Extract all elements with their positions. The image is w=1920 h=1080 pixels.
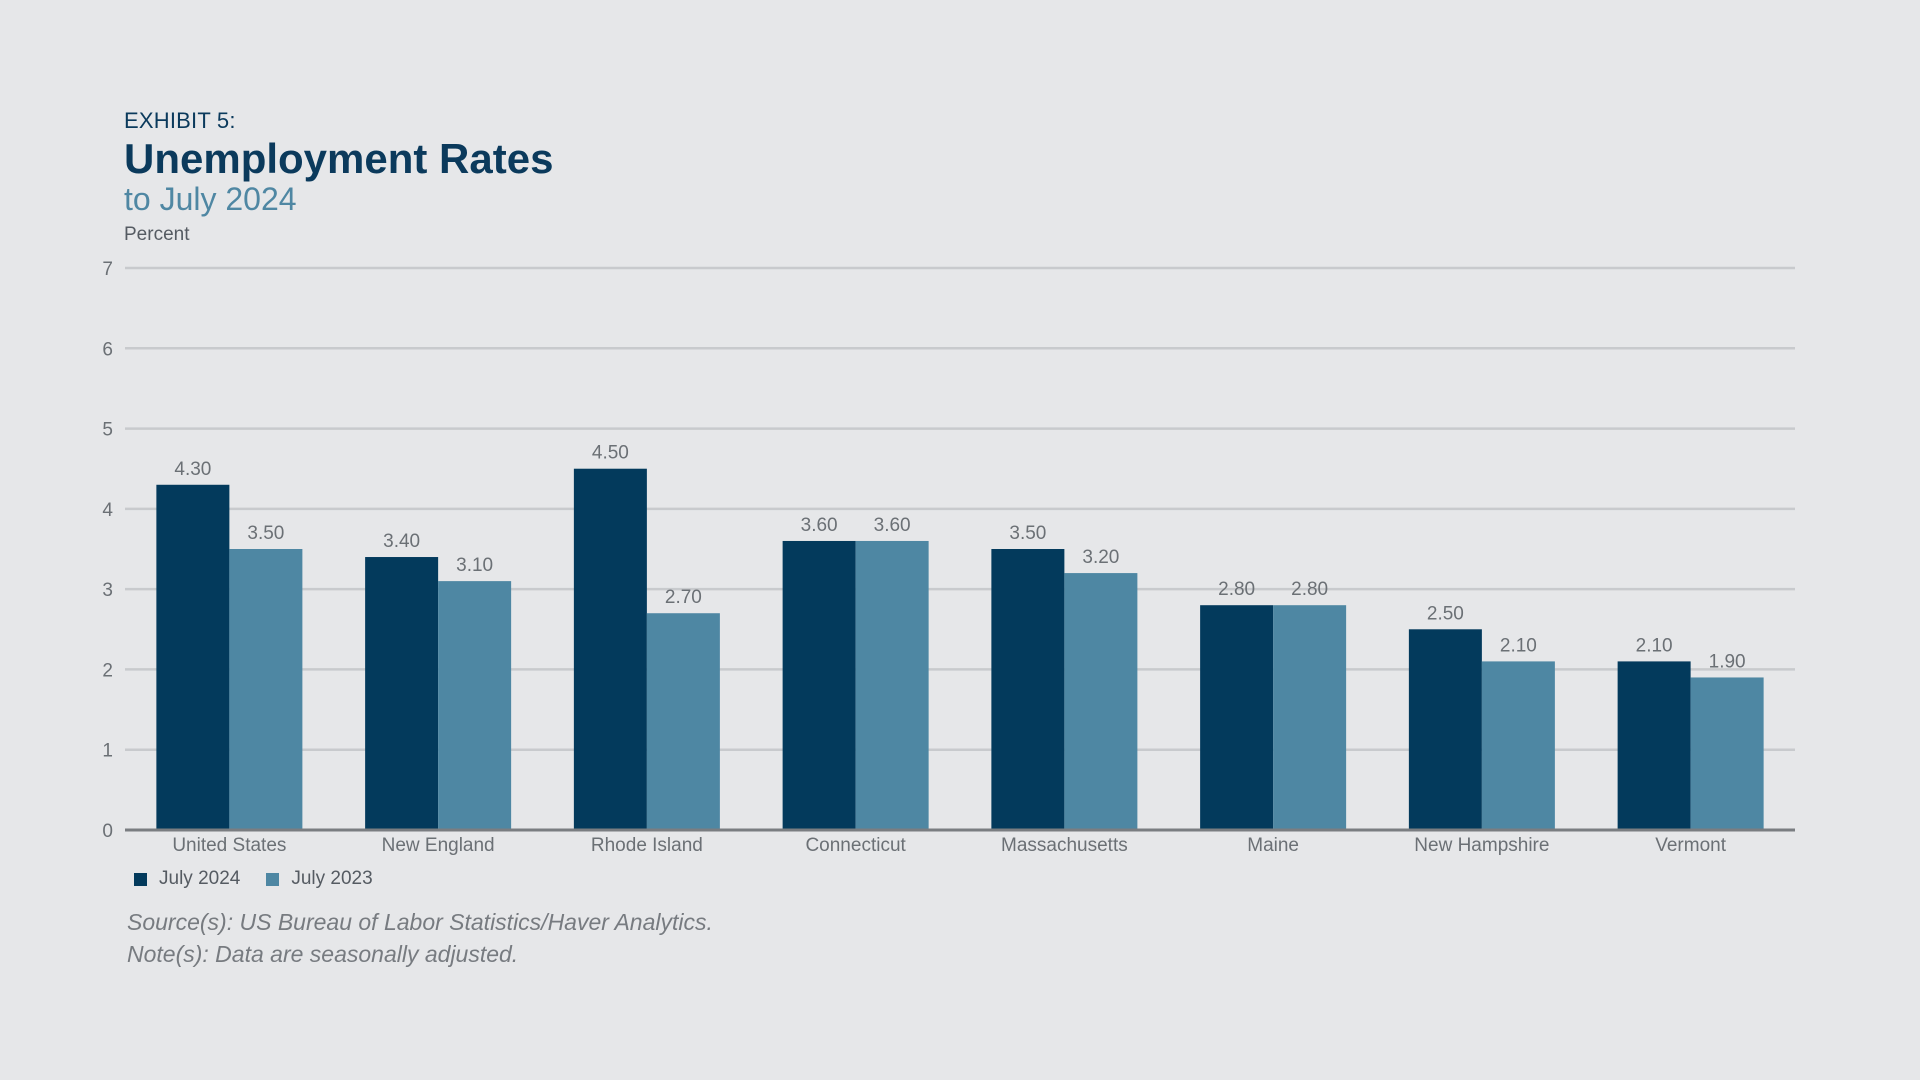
x-tick-label-new-hampshire: New Hampshire [1414,835,1549,856]
data-label-new-hampshire-2023: 2.10 [1500,635,1537,656]
x-tick-label-vermont: Vermont [1655,835,1726,856]
x-tick-label-massachusetts: Massachusetts [1001,835,1128,856]
bar-connecticut-2024 [782,540,856,830]
bar-rhode-island-2023 [646,613,720,830]
legend-label-july-2023: July 2023 [291,868,373,889]
chart-legend: July 2024 July 2023 [134,868,373,890]
data-label-maine-2023: 2.80 [1291,579,1328,600]
legend-swatch-july-2024 [134,872,147,886]
y-tick-label-6: 6 [102,339,113,360]
bar-united-states-2024 [156,484,230,830]
bar-massachusetts-2024 [991,549,1065,830]
x-tick-label-united-states: United States [172,835,286,856]
x-tick-label-connecticut: Connecticut [805,835,906,856]
data-label-united-states-2023: 3.50 [247,523,284,544]
y-tick-label-4: 4 [102,500,113,521]
bar-vermont-2023 [1690,677,1764,830]
bar-rhode-island-2024 [573,468,647,830]
y-tick-label-0: 0 [102,821,113,842]
x-tick-label-rhode-island: Rhode Island [591,835,703,856]
y-axis-label: Percent [124,224,190,245]
chart-title: Unemployment Rates [124,135,554,182]
bar-massachusetts-2023 [1064,573,1138,830]
bar-new-england-2023 [438,581,512,830]
bar-maine-2024 [1200,605,1274,830]
y-tick-label-5: 5 [102,420,113,441]
exhibit-label: EXHIBIT 5: [124,108,236,133]
y-tick-label-7: 7 [102,259,113,280]
legend-item-july-2024: July 2024 [134,868,240,890]
y-tick-label-3: 3 [102,580,113,601]
data-label-connecticut-2024: 3.60 [801,515,838,536]
data-label-new-hampshire-2024: 2.50 [1427,603,1464,624]
data-label-rhode-island-2023: 2.70 [665,587,702,608]
data-label-connecticut-2023: 3.60 [874,515,911,536]
data-label-new-england-2024: 3.40 [383,531,420,552]
data-label-vermont-2024: 2.10 [1636,635,1673,656]
legend-swatch-july-2023 [266,872,280,886]
chart-subtitle: to July 2024 [124,181,297,218]
x-tick-label-new-england: New England [382,835,495,856]
legend-item-july-2023: July 2023 [266,868,373,890]
data-label-massachusetts-2024: 3.50 [1009,523,1046,544]
data-label-rhode-island-2024: 4.50 [592,443,629,464]
source-note: Source(s): US Bureau of Labor Statistics… [127,909,713,935]
data-label-new-england-2023: 3.10 [456,555,493,576]
bar-new-hampshire-2023 [1481,661,1555,830]
bar-united-states-2023 [229,549,303,830]
chart-header: EXHIBIT 5: Unemployment Rates to July 20… [124,108,553,217]
y-tick-label-2: 2 [102,660,113,681]
y-tick-label-1: 1 [102,741,113,762]
bar-maine-2023 [1273,605,1347,830]
chart-footnotes: Source(s): US Bureau of Labor Statistics… [127,906,713,970]
data-label-united-states-2024: 4.30 [174,459,211,480]
bar-new-hampshire-2024 [1408,629,1482,830]
x-tick-label-maine: Maine [1247,835,1299,856]
data-label-maine-2024: 2.80 [1218,579,1255,600]
bar-vermont-2024 [1617,661,1691,830]
bar-new-england-2024 [365,557,439,830]
data-note: Note(s): Data are seasonally adjusted. [127,941,519,968]
legend-label-july-2024: July 2024 [159,868,241,889]
data-label-massachusetts-2023: 3.20 [1082,547,1119,568]
data-label-vermont-2023: 1.90 [1709,651,1746,672]
bar-connecticut-2023 [855,540,929,830]
